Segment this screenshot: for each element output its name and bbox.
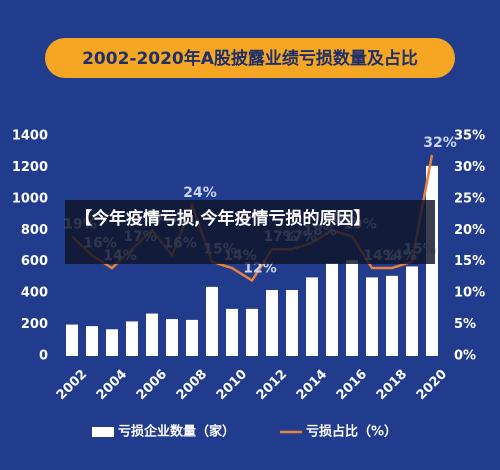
bar (106, 329, 118, 356)
y-tick-label: 0 (39, 349, 48, 364)
data-label: 24% (183, 185, 217, 201)
y-tick-label: 1200 (12, 160, 48, 175)
legend-swatch (92, 427, 114, 437)
bar (86, 326, 98, 356)
y2-tick-label: 35% (454, 129, 485, 144)
bar (306, 277, 318, 356)
y-tick-label: 1000 (12, 191, 48, 206)
bar (406, 266, 418, 356)
bar (146, 313, 158, 356)
y2-tick-label: 30% (454, 160, 485, 175)
y2-tick-label: 5% (454, 317, 476, 332)
y-tick-label: 200 (21, 317, 48, 332)
y2-tick-label: 15% (454, 254, 485, 269)
bar (226, 308, 238, 356)
y-tick-label: 600 (21, 254, 48, 269)
bar (166, 319, 178, 356)
legend-label: 亏损占比（%） (306, 424, 397, 440)
bar (186, 319, 198, 356)
bar (246, 308, 258, 356)
bar (286, 290, 298, 356)
y-tick-label: 400 (21, 286, 48, 301)
bar (66, 324, 78, 356)
y-tick-label: 1400 (12, 129, 48, 144)
y2-tick-label: 20% (454, 223, 485, 238)
bar (266, 290, 278, 356)
bar (206, 286, 218, 356)
y2-tick-label: 0% (454, 349, 476, 364)
data-label: 12% (243, 261, 277, 277)
bar (386, 275, 398, 356)
y2-tick-label: 25% (454, 191, 485, 206)
bar (126, 321, 138, 356)
legend-label: 亏损企业数量（家） (118, 424, 235, 440)
bar (346, 260, 358, 356)
bar (326, 263, 338, 356)
data-label: 32% (423, 135, 457, 151)
overlay-banner: 【今年疫情亏损,今年疫情亏损的原因】 (65, 200, 435, 264)
bar (366, 277, 378, 356)
title-box (45, 38, 455, 78)
y2-tick-label: 10% (454, 286, 485, 301)
y-tick-label: 800 (21, 223, 48, 238)
chart-title: 2002-2020年A股披露业绩亏损数量及占比 (82, 48, 418, 69)
